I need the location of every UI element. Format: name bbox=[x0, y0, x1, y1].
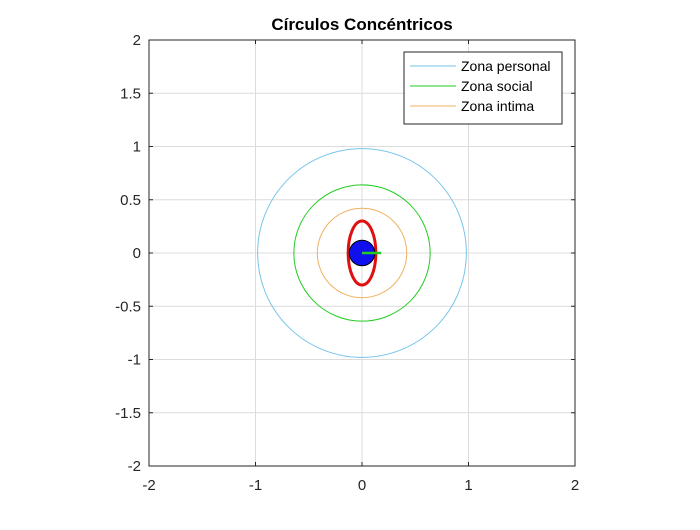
series-circle-2 bbox=[293, 184, 431, 322]
y-tick-label: -1.5 bbox=[115, 405, 141, 422]
y-tick-label: 0.5 bbox=[120, 192, 141, 209]
y-tick-label: -0.5 bbox=[115, 298, 141, 315]
x-tick-label: 1 bbox=[464, 477, 472, 494]
x-tick-label: -1 bbox=[249, 477, 262, 494]
chart-title: Círculos Concéntricos bbox=[271, 15, 452, 34]
y-tick-label: 1 bbox=[133, 139, 141, 156]
y-tick-label: 0 bbox=[133, 245, 141, 262]
y-tick-label: -2 bbox=[128, 458, 141, 475]
x-tick-label: -2 bbox=[142, 477, 155, 494]
series-circle-1 bbox=[257, 148, 467, 358]
legend-label: Zona personal bbox=[461, 58, 551, 74]
x-tick-label: 2 bbox=[571, 477, 579, 494]
legend-label: Zona intima bbox=[461, 98, 534, 114]
legend-label: Zona social bbox=[461, 78, 533, 94]
tick-layer: -2 -1 0 1 2 -2 -1.5 -1 -0.5 0 0.5 1 1.5 2 bbox=[115, 32, 579, 494]
y-tick-label: -1 bbox=[128, 352, 141, 369]
series-circle-3 bbox=[316, 207, 408, 299]
y-tick-label: 1.5 bbox=[120, 85, 141, 102]
legend-box bbox=[403, 51, 563, 125]
legend[interactable]: Zona personal Zona social Zona intima bbox=[403, 51, 563, 125]
y-tick-label: 2 bbox=[133, 32, 141, 49]
x-tick-label: 0 bbox=[358, 477, 366, 494]
plot-layer bbox=[257, 148, 467, 358]
